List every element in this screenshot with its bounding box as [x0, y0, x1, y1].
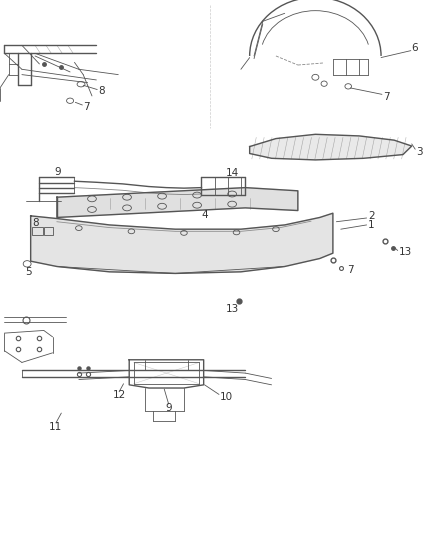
Text: 3: 3 [416, 147, 423, 157]
Bar [32, 227, 43, 235]
Text: 13: 13 [226, 304, 239, 314]
Text: 7: 7 [347, 265, 353, 275]
Text: 4: 4 [201, 211, 208, 220]
Text: 5: 5 [25, 267, 32, 277]
Text: 9: 9 [165, 403, 172, 413]
Polygon shape [31, 213, 333, 273]
Text: 12: 12 [113, 391, 126, 400]
Text: 13: 13 [399, 247, 412, 257]
Polygon shape [250, 134, 412, 160]
Polygon shape [57, 188, 298, 217]
Text: 2: 2 [368, 212, 374, 221]
Text: 7: 7 [383, 92, 390, 102]
Text: 6: 6 [412, 43, 418, 53]
Text: 14: 14 [226, 168, 239, 178]
Text: 10: 10 [220, 392, 233, 402]
Text: 1: 1 [368, 220, 374, 230]
Text: 8: 8 [32, 218, 39, 228]
Text: 11: 11 [49, 423, 62, 432]
Bar [44, 227, 53, 235]
Text: 8: 8 [99, 86, 105, 95]
Text: 7: 7 [83, 102, 90, 111]
Text: 9: 9 [55, 167, 61, 176]
